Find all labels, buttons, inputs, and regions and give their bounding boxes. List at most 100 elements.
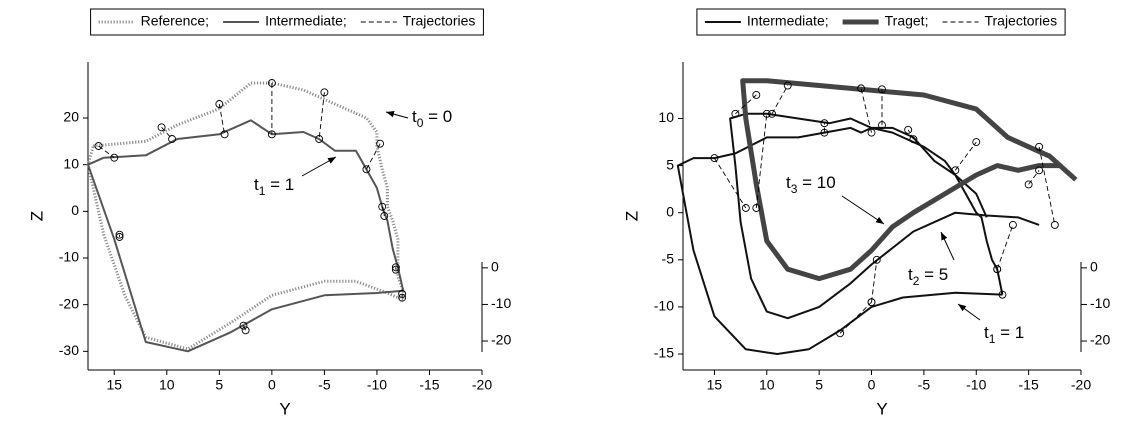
legend-label: Intermediate; — [747, 13, 829, 29]
x-tick-label: -20 — [1071, 377, 1091, 393]
y-tick-label: -5 — [662, 251, 675, 267]
x-tick-label: -5 — [318, 377, 331, 393]
point-marker — [867, 298, 876, 307]
point-marker — [972, 138, 981, 147]
point-marker — [993, 265, 1002, 274]
annotation-arrow — [841, 195, 885, 225]
annotation-base: t — [984, 323, 989, 342]
annotation-rest: = 1 — [265, 175, 294, 194]
point-marker — [741, 204, 750, 212]
x-axis-label: Y — [876, 399, 887, 418]
point-marker — [378, 202, 387, 211]
point-marker — [115, 233, 124, 241]
y-tick-label: 0 — [666, 203, 674, 219]
point-marker — [904, 125, 913, 134]
y2-tick-label: -20 — [1090, 332, 1110, 348]
point-marker — [391, 265, 400, 274]
point-marker — [878, 121, 886, 130]
point-marker — [267, 79, 276, 87]
point-marker — [762, 109, 771, 118]
x-tick-label: 15 — [106, 377, 122, 393]
annotation-subscript: 0 — [417, 116, 424, 130]
point-marker — [752, 91, 761, 99]
annotation: t0 = 0 — [412, 107, 452, 130]
series-line — [87, 119, 405, 353]
point-marker — [239, 321, 248, 330]
series-line — [714, 85, 1056, 334]
y-axis-label: Z — [27, 211, 46, 221]
x-tick-label: 0 — [868, 377, 876, 393]
y-tick-label: -20 — [59, 295, 79, 311]
x-tick-label: -15 — [1019, 377, 1039, 393]
annotation-subscript: 2 — [913, 274, 920, 288]
point-marker — [872, 255, 881, 264]
point-marker — [267, 130, 276, 139]
annotation-rest: = 1 — [995, 323, 1024, 342]
y-axis-label: Z — [622, 211, 641, 221]
point-marker — [362, 165, 371, 174]
y2-tick-label: -10 — [491, 295, 511, 311]
y-tick-label: 0 — [71, 202, 79, 218]
y2-tick-label: -20 — [491, 332, 511, 348]
x-tick-label: 10 — [159, 377, 175, 393]
point-marker — [1024, 180, 1033, 189]
x-tick-label: 5 — [215, 377, 223, 393]
legend-label: Intermediate; — [265, 13, 347, 29]
legend-label: Trajectories — [984, 13, 1057, 29]
x-tick-label: 0 — [268, 377, 276, 393]
panel: 15 10 5 0 -5 -10 -15 -20 -15 -10 -5 0 5 10 0 -10 -20 Y Z In… — [622, 8, 1110, 418]
point-marker — [752, 204, 761, 212]
annotation: t1 = 1 — [254, 175, 294, 198]
annotation-arrow — [301, 156, 337, 177]
point-marker — [768, 109, 776, 118]
y-tick-label: -10 — [654, 298, 674, 314]
point-marker — [168, 135, 177, 143]
point-marker — [998, 290, 1007, 299]
series-line — [740, 78, 1078, 282]
x-tick-label: 15 — [707, 377, 723, 393]
annotation-base: t — [412, 107, 417, 126]
y-tick-label: -15 — [654, 345, 674, 361]
point-marker — [110, 153, 119, 162]
annotation-arrow — [385, 111, 409, 119]
y-tick-label: 10 — [63, 155, 79, 171]
x-tick-label: 5 — [815, 377, 823, 393]
panel: 15 10 5 0 -5 -10 -15 -20-30-20-10010200-10-20YZ… — [27, 8, 511, 418]
point-marker — [731, 109, 740, 118]
annotation-subscript: 1 — [259, 184, 266, 198]
point-marker — [1035, 142, 1044, 151]
point-marker — [867, 128, 876, 137]
point-marker — [878, 85, 886, 94]
point-marker — [94, 142, 103, 150]
point-marker — [1050, 220, 1059, 229]
y-tick-label: 5 — [666, 156, 674, 172]
point-marker — [157, 123, 166, 132]
point-marker — [398, 293, 407, 302]
annotation-base: t — [786, 173, 791, 192]
point-marker — [398, 289, 407, 298]
point-marker — [909, 135, 918, 144]
y2-tick-label: 0 — [1090, 259, 1098, 275]
series-line — [98, 83, 403, 331]
point-marker — [951, 166, 960, 175]
legend-label: Trajectories — [403, 13, 476, 29]
point-marker — [115, 230, 124, 239]
annotation: t2 = 5 — [908, 265, 948, 288]
annotation: t3 = 10 — [786, 173, 836, 196]
point-marker — [1035, 166, 1044, 175]
point-marker — [220, 130, 229, 139]
series-line — [86, 81, 405, 351]
annotation-rest: = 0 — [423, 107, 452, 126]
y-tick-label: 20 — [63, 109, 79, 125]
point-marker — [241, 326, 250, 335]
point-marker — [710, 154, 719, 163]
point-marker — [391, 263, 400, 272]
annotation-subscript: 1 — [989, 332, 996, 346]
legend-label: Traget; — [885, 13, 929, 29]
x-tick-label: -20 — [472, 377, 492, 393]
annotation-arrow — [940, 231, 955, 261]
y-tick-label: -10 — [59, 249, 79, 265]
point-marker — [783, 81, 792, 90]
legend-box — [90, 8, 484, 36]
